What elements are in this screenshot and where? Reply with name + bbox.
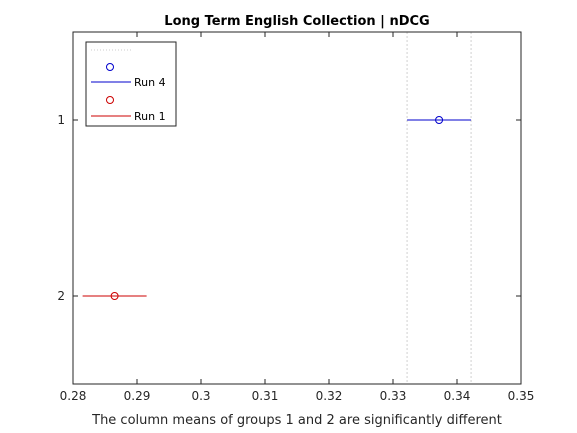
x-tick-label: 0.29 <box>124 389 151 403</box>
legend-label: Run 4 <box>134 76 166 89</box>
x-tick-label: 0.33 <box>380 389 407 403</box>
x-tick-label: 0.34 <box>444 389 471 403</box>
legend-label: Run 1 <box>134 110 166 123</box>
y-tick-label: 2 <box>57 289 65 303</box>
x-tick-label: 0.32 <box>316 389 343 403</box>
x-tick-label: 0.35 <box>508 389 535 403</box>
x-axis-label: The column means of groups 1 and 2 are s… <box>91 413 502 428</box>
legend: Run 4 Run 1 <box>86 42 176 126</box>
x-tick-label: 0.31 <box>252 389 279 403</box>
x-tick-label: 0.3 <box>191 389 210 403</box>
y-tick-label: 1 <box>57 113 65 127</box>
x-tick-label: 0.28 <box>60 389 87 403</box>
chart-title: Long Term English Collection | nDCG <box>164 14 429 29</box>
